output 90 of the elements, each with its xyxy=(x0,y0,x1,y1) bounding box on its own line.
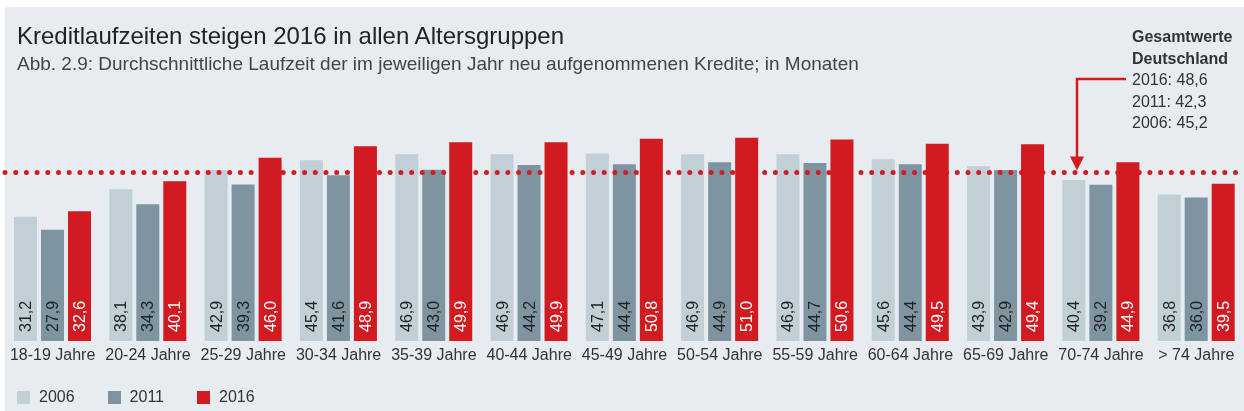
data-label: 41,6 xyxy=(329,300,347,332)
text: 2016: 48,6 xyxy=(1132,70,1209,90)
data-label: 46,0 xyxy=(261,300,279,332)
bar xyxy=(994,170,1018,341)
data-label: 50,8 xyxy=(642,300,660,332)
data-label: 44,4 xyxy=(901,300,919,332)
x-tick-label: 45-49 Jahre xyxy=(581,346,668,364)
bar xyxy=(585,153,609,341)
bar xyxy=(395,154,419,341)
data-label: 45,4 xyxy=(302,300,320,332)
bar xyxy=(231,184,255,341)
data-label: 46,9 xyxy=(398,300,416,332)
data-label: 34,3 xyxy=(139,300,157,332)
data-label: 47,1 xyxy=(588,300,606,332)
legend-label: 2011 xyxy=(129,388,164,406)
bar xyxy=(517,164,541,341)
text: Gesamtwerte Deutschland xyxy=(1132,27,1234,69)
data-label: 49,9 xyxy=(547,300,565,332)
bar xyxy=(1157,194,1181,341)
data-label: 27,9 xyxy=(44,300,61,332)
x-tick-label: 70-74 Jahre xyxy=(1058,346,1144,364)
data-label: 49,5 xyxy=(928,300,946,332)
data-label: 42,9 xyxy=(997,300,1015,332)
legend-label: 2016 xyxy=(219,388,255,406)
x-tick-label: 20-24 Jahre xyxy=(105,346,191,364)
data-label: 36,0 xyxy=(1187,300,1205,332)
data-label: 44,4 xyxy=(615,300,633,332)
data-label: 39,5 xyxy=(1214,300,1232,332)
bar xyxy=(681,154,705,341)
x-tick-label: 50-54 Jahre xyxy=(677,346,763,364)
bar xyxy=(326,175,350,341)
bar xyxy=(41,229,64,341)
data-label: 51,0 xyxy=(738,300,756,332)
bar xyxy=(163,181,187,341)
bar xyxy=(803,162,827,341)
data-label: 46,9 xyxy=(493,300,511,332)
data-label: 46,9 xyxy=(779,300,797,332)
data-label: 49,4 xyxy=(1024,300,1042,332)
bar xyxy=(14,216,37,341)
data-label: 50,6 xyxy=(833,300,851,332)
x-tick-label: 65-69 Jahre xyxy=(963,346,1049,364)
data-label: 44,9 xyxy=(711,300,729,332)
data-label: 40,4 xyxy=(1065,300,1083,332)
data-label: 32,6 xyxy=(71,300,88,332)
bar xyxy=(1089,184,1113,341)
text: 2006: 45,2 xyxy=(1132,113,1209,133)
data-label: 31,2 xyxy=(17,300,34,332)
data-label: 45,6 xyxy=(874,300,892,332)
x-tick-label: 18-19 Jahre xyxy=(9,346,96,364)
bar xyxy=(776,154,800,341)
data-label: 42,9 xyxy=(207,300,225,332)
legend-label: 2006 xyxy=(39,388,75,406)
data-label: 40,1 xyxy=(166,300,184,332)
bar xyxy=(136,204,160,341)
data-label: 46,9 xyxy=(684,300,702,332)
x-tick-label: 55-59 Jahre xyxy=(772,346,858,364)
data-label: 43,0 xyxy=(425,300,443,332)
chart-title: Kreditlaufzeiten steigen 2016 in allen Altersgruppen xyxy=(17,22,565,50)
data-label: 44,9 xyxy=(1119,300,1137,332)
data-label: 38,1 xyxy=(112,300,130,332)
x-tick-label: 40-44 Jahre xyxy=(486,346,572,364)
bar xyxy=(204,170,228,341)
text: 2011: 42,3 xyxy=(1132,91,1208,112)
bar xyxy=(898,164,922,341)
x-tick-label: 60-64 Jahre xyxy=(867,346,954,364)
data-label: 36,8 xyxy=(1160,300,1178,332)
bar xyxy=(871,159,895,341)
data-label: 44,7 xyxy=(806,300,824,332)
bar xyxy=(1211,183,1235,341)
bar xyxy=(967,166,991,341)
x-tick-label: > 74 Jahre xyxy=(1158,346,1235,364)
x-tick-label: 30-34 Jahre xyxy=(295,346,382,364)
bar xyxy=(422,169,446,341)
x-tick-label: 35-39 Jahre xyxy=(391,346,477,364)
data-label: 48,9 xyxy=(356,300,374,332)
data-label: 39,3 xyxy=(234,300,252,332)
bar xyxy=(1184,197,1208,341)
bar xyxy=(109,189,133,341)
bar xyxy=(708,162,732,341)
bar xyxy=(299,160,323,341)
bar xyxy=(490,154,514,341)
data-label: 43,9 xyxy=(970,300,988,332)
bar xyxy=(68,211,91,341)
x-tick-label: 25-29 Jahre xyxy=(200,346,287,364)
data-label: 49,9 xyxy=(452,300,470,332)
bar xyxy=(1062,180,1086,341)
data-label: 44,2 xyxy=(520,300,538,332)
chart-subtitle: Abb. 2.9: Durchschnittliche Laufzeit der im jeweiligen Jahr neu aufgenommenen Kredite; in Monaten xyxy=(17,53,859,75)
data-label: 39,2 xyxy=(1092,300,1110,332)
bar xyxy=(612,164,636,341)
